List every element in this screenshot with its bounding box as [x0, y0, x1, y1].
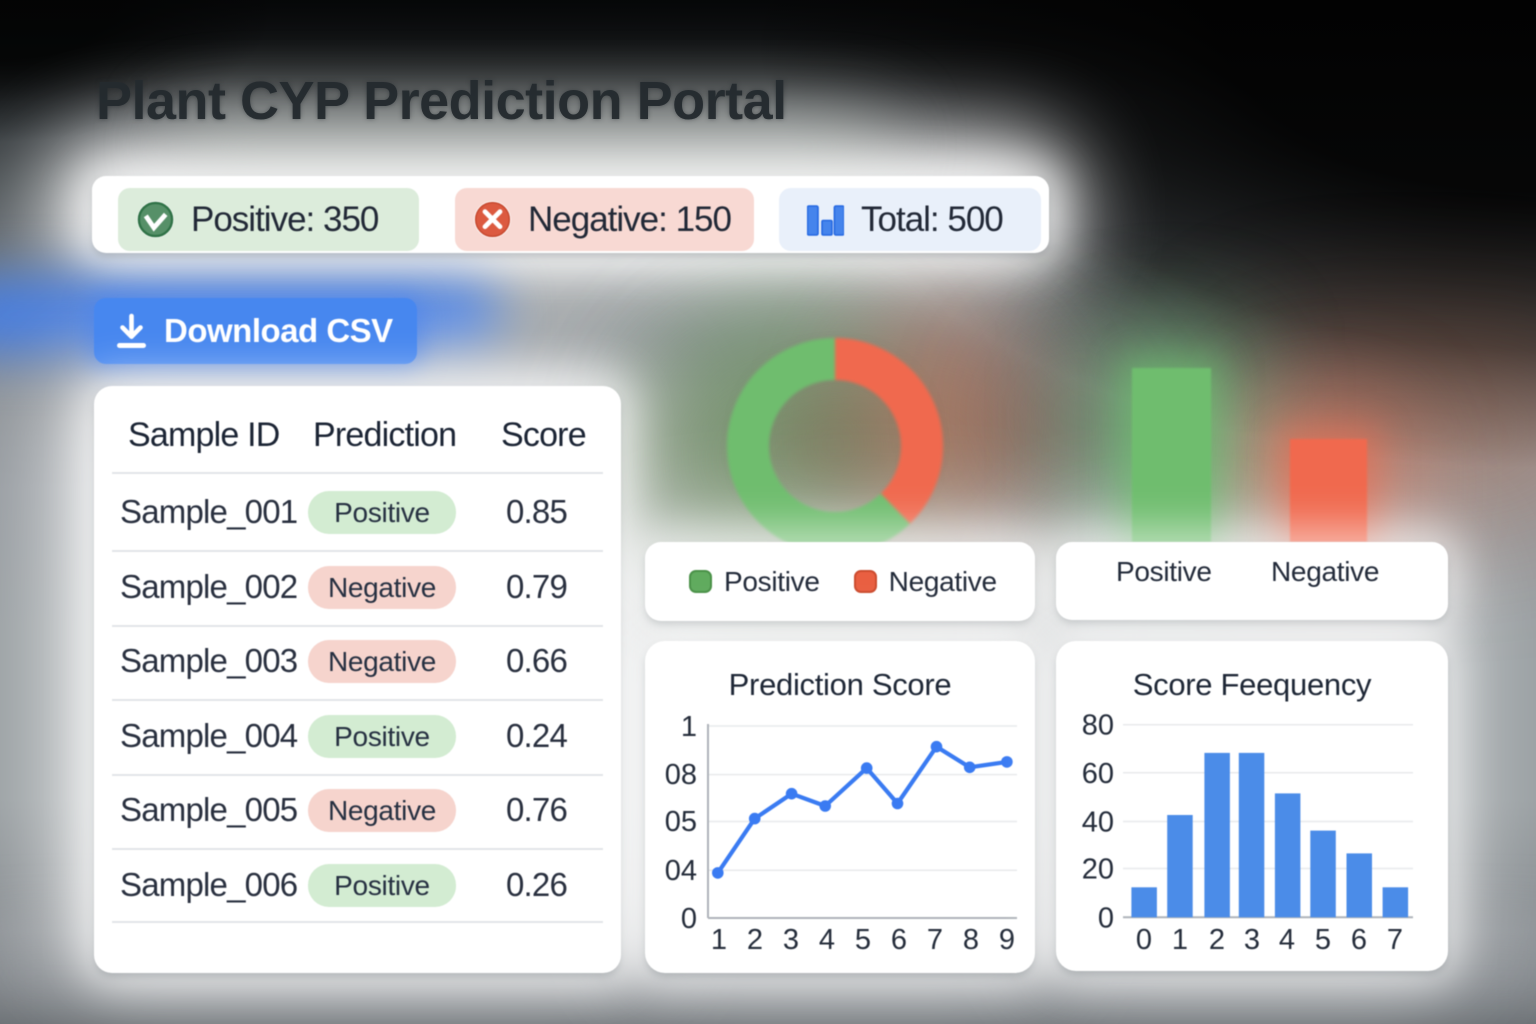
svg-text:2: 2 [1209, 924, 1225, 956]
svg-text:6: 6 [891, 924, 907, 956]
svg-text:05: 05 [665, 806, 697, 838]
svg-text:20: 20 [1082, 854, 1114, 886]
svg-text:5: 5 [1315, 924, 1331, 956]
svg-text:9: 9 [999, 924, 1015, 956]
svg-text:2: 2 [747, 924, 763, 956]
svg-text:3: 3 [783, 924, 799, 956]
svg-text:1: 1 [681, 711, 697, 743]
svg-text:1: 1 [1172, 924, 1188, 956]
svg-text:7: 7 [927, 924, 943, 956]
svg-text:0: 0 [681, 903, 697, 935]
svg-text:08: 08 [665, 759, 697, 791]
svg-text:5: 5 [855, 924, 871, 956]
svg-text:1: 1 [711, 924, 727, 956]
svg-text:4: 4 [1279, 924, 1295, 956]
svg-text:8: 8 [963, 924, 979, 956]
svg-text:80: 80 [1082, 710, 1114, 742]
svg-text:7: 7 [1387, 924, 1403, 956]
svg-text:6: 6 [1351, 924, 1367, 956]
svg-text:4: 4 [819, 924, 835, 956]
svg-text:0: 0 [1098, 902, 1114, 934]
svg-text:40: 40 [1082, 807, 1114, 839]
svg-text:04: 04 [665, 855, 697, 887]
svg-text:60: 60 [1082, 758, 1114, 790]
svg-text:3: 3 [1244, 924, 1260, 956]
svg-text:0: 0 [1136, 924, 1152, 956]
